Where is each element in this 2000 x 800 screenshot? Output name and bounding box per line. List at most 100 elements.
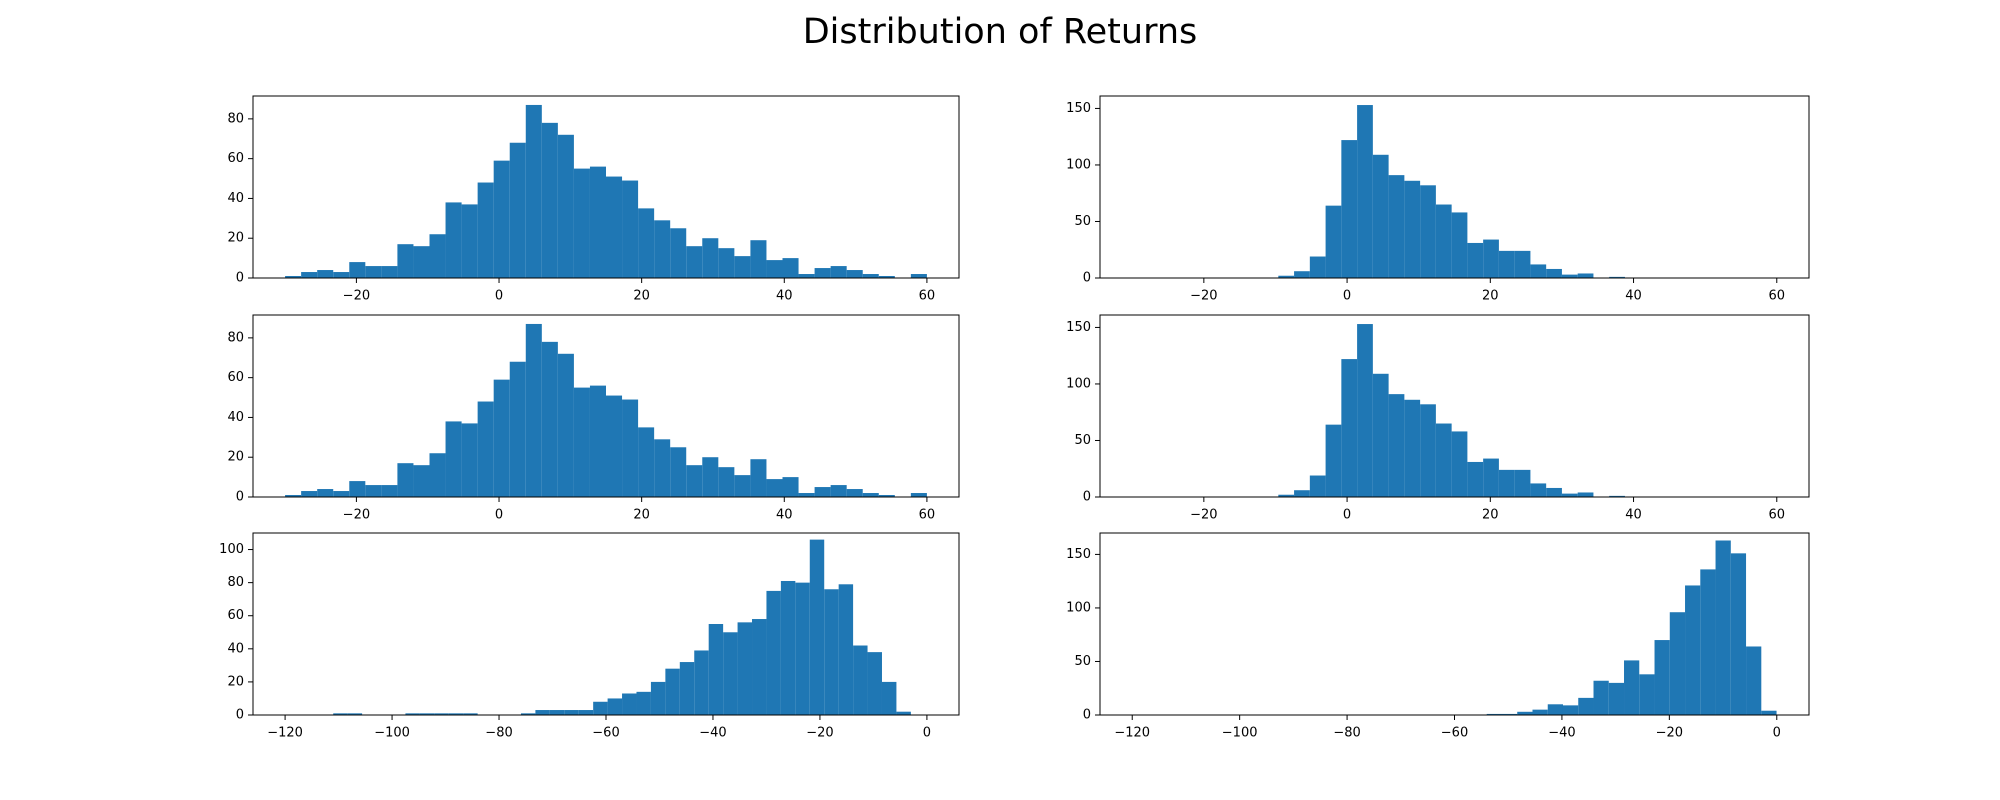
bar [798,493,815,497]
bar [1593,680,1609,715]
y-tick-label: 60 [227,151,244,166]
bar [702,457,719,497]
bar [1388,175,1405,278]
bar [1546,487,1562,497]
bar [520,713,536,715]
bar [1309,256,1326,278]
bar [636,691,651,715]
x-tick-label: −20 [1190,289,1217,304]
bar [1278,494,1295,497]
bar [734,256,751,278]
bar [1715,540,1731,715]
bar [1294,490,1310,497]
y-tick-label: 20 [227,231,244,246]
bar [878,276,895,278]
bar [766,590,781,715]
y-tick-label: 0 [1083,708,1091,723]
bar [734,475,751,497]
bar [1608,682,1625,715]
bar [1451,431,1468,497]
x-tick-label: 0 [1343,508,1351,523]
bar [606,176,623,278]
bar [750,240,767,278]
bar [878,495,895,497]
y-tick-label: 60 [227,608,244,623]
bar [333,713,348,715]
x-tick-label: 40 [776,508,793,523]
bar [301,491,318,497]
bar [670,447,687,497]
bar [578,710,594,715]
bar [1730,553,1747,715]
y-tick-label: 0 [236,271,244,286]
bar [1420,185,1436,278]
bar [766,260,783,278]
bar [814,487,831,497]
bar [708,624,724,715]
bar [349,262,366,278]
bar [445,202,462,278]
bar [333,272,350,278]
x-tick-label: 20 [633,508,650,523]
x-tick-label: −40 [1548,726,1575,741]
x-tick-label: −100 [374,726,410,741]
bar [1498,469,1515,497]
x-tick-label: 60 [1768,508,1785,523]
bar [1372,373,1389,497]
bar [1654,640,1670,715]
bar [381,266,398,278]
x-tick-label: 40 [776,289,793,304]
bar [1561,493,1578,497]
bar [718,467,735,497]
bar [910,493,927,497]
bar [413,465,430,497]
bar [862,274,879,278]
bar [780,580,796,715]
bar [607,698,623,715]
bar [1700,569,1716,715]
bar [622,693,637,715]
bar [564,710,579,715]
y-tick-label: 150 [1066,320,1091,335]
bar [445,421,462,497]
bar [654,439,671,497]
bar [461,204,478,278]
bar [846,270,863,278]
x-tick-label: −80 [1333,726,1360,741]
bar [723,632,738,715]
bar [429,453,446,497]
x-tick-label: −120 [267,726,303,741]
x-tick-label: 0 [495,508,503,523]
bar [1309,475,1326,497]
bar [638,208,655,278]
bar [853,645,868,715]
x-tick-label: 0 [1773,726,1781,741]
x-tick-label: −20 [806,726,833,741]
bar [782,258,799,278]
y-tick-label: 40 [227,410,244,425]
bar [1483,458,1499,497]
bar [830,266,847,278]
x-tick-label: −80 [485,726,512,741]
bar [535,710,550,715]
bar [509,142,526,278]
bar [1669,612,1686,715]
bar [333,491,350,497]
bar [285,495,302,497]
bar [718,248,735,278]
bar [365,485,382,497]
bar [1294,271,1310,278]
bar [824,589,839,715]
bar [1483,239,1499,278]
bar [1514,250,1531,278]
bar [573,168,590,278]
bar [1341,359,1358,497]
bar [1746,646,1762,715]
x-tick-label: −40 [699,726,726,741]
bar [1761,710,1777,715]
y-tick-label: 0 [1083,271,1091,286]
bar [686,465,703,497]
bar [413,246,430,278]
bar [493,160,510,278]
bar [862,493,879,497]
